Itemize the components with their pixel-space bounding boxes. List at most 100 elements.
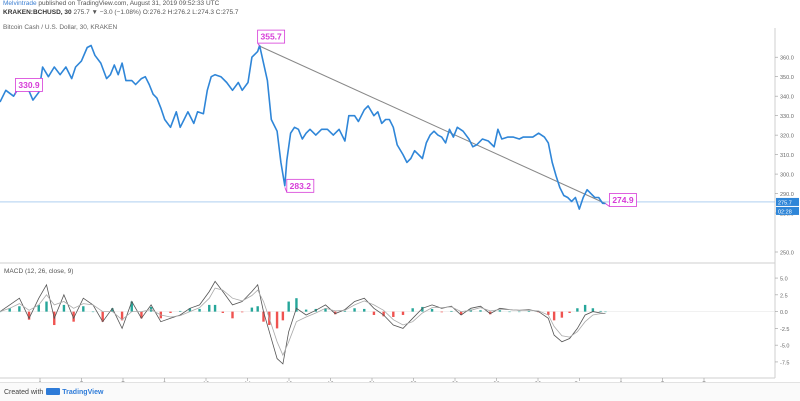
macd-histogram-bar: [353, 308, 356, 312]
macd-histogram-bar: [8, 308, 11, 312]
callout-pointer: [605, 203, 610, 207]
macd-histogram-bar: [498, 310, 502, 312]
macd-histogram-bar: [0, 311, 2, 313]
macd-tick-label: 5.0: [780, 277, 788, 283]
macd-histogram-bar: [479, 310, 482, 312]
macd-histogram-bar: [250, 307, 254, 312]
chart-title: Bitcoin Cash / U.S. Dollar, 30, KRAKEN: [3, 24, 118, 31]
macd-histogram-bar: [188, 308, 192, 312]
macd-histogram-bar: [140, 311, 143, 319]
last-price-badge: [776, 197, 799, 206]
macd-histogram-bar: [213, 304, 217, 312]
macd-histogram-bar: [450, 310, 453, 312]
macd-histogram-bar: [101, 311, 104, 322]
macd-histogram-bar: [18, 306, 21, 312]
created-with-text: Created with: [4, 389, 44, 396]
macd-histogram-bar: [552, 311, 556, 321]
callout-label: 330.9: [18, 80, 40, 90]
callout-box: [257, 29, 286, 44]
macd-histogram-bar: [111, 308, 114, 312]
macd-histogram-bar: [382, 311, 385, 317]
macd-histogram-bar: [262, 311, 265, 322]
brand-text: TradingView: [62, 389, 104, 396]
price-tick-label: 310.0: [780, 153, 794, 159]
price-tick-label: 320.0: [780, 134, 794, 140]
macd-histogram-bar: [459, 311, 463, 315]
tradingview-credit[interactable]: Created with TradingView: [4, 388, 103, 396]
ohlc-text: 275.7 ▼ −3.0 (−1.08%) O:276.2 H:276.2 L:…: [73, 9, 239, 16]
macd-tick-label: -5.0: [780, 344, 789, 350]
macd-histogram-bar: [372, 311, 376, 315]
macd-histogram-bar: [208, 304, 211, 312]
macd-histogram-bar: [527, 310, 531, 312]
macd-histogram-bar: [120, 311, 124, 321]
macd-histogram-bar: [488, 311, 492, 315]
callout-pointer: [257, 42, 260, 47]
author-link[interactable]: Melvintrade: [3, 0, 37, 7]
macd-histogram-bar: [392, 311, 395, 317]
macd-tick-label: 2.5: [780, 293, 788, 299]
tradingview-logo-icon: [46, 388, 61, 395]
macd-histogram-bar: [363, 308, 366, 312]
macd-histogram-bar: [37, 304, 40, 312]
macd-histogram-bar: [82, 306, 85, 312]
price-tick-label: 360.0: [780, 56, 794, 62]
published-text: published on TradingView.com, August 31,…: [38, 0, 220, 7]
macd-histogram-bar: [275, 311, 279, 329]
symbol-text: KRAKEN:BCHUSD, 30: [3, 9, 72, 16]
countdown-badge-text: 02:28: [778, 209, 792, 215]
macd-histogram-bar: [231, 311, 234, 319]
macd-histogram-bar: [421, 306, 424, 312]
macd-tick-label: 0.0: [780, 310, 788, 316]
macd-histogram-bar: [27, 311, 31, 320]
macd-tick-label: -2.5: [780, 327, 789, 333]
macd-histogram-bar: [198, 308, 201, 312]
macd-histogram-bar: [304, 309, 308, 312]
macd-histogram-bar: [256, 306, 259, 312]
macd-histogram-bar: [401, 311, 405, 315]
callout-label: 355.7: [260, 32, 282, 42]
macd-histogram-bar: [599, 310, 602, 312]
macd-histogram-bar: [440, 311, 443, 313]
macd-histogram-bar: [287, 301, 290, 312]
footer-bar: Created with TradingView: [0, 382, 800, 401]
callout-label: 274.9: [612, 195, 634, 205]
macd-histogram-bar: [576, 308, 579, 312]
last-price-badge-text: 275.7: [778, 200, 792, 206]
macd-histogram-bar: [72, 311, 75, 322]
price-tick-label: 330.0: [780, 114, 794, 120]
price-tick-label: 250.0: [780, 251, 794, 257]
macd-histogram-bar: [568, 311, 571, 313]
macd-line: [0, 280, 606, 365]
macd-histogram-bar: [430, 308, 434, 312]
countdown-badge: [776, 206, 799, 215]
symbol-line: KRAKEN:BCHUSD, 30 275.7 ▼ −3.0 (−1.08%) …: [3, 9, 239, 17]
macd-histogram-bar: [221, 311, 225, 313]
price-series: [0, 44, 606, 210]
callout-label: 283.2: [290, 181, 312, 191]
macd-histogram-bar: [178, 310, 182, 312]
macd-histogram-bar: [604, 311, 607, 313]
signal-line: [0, 287, 606, 357]
macd-histogram-bar: [324, 308, 327, 312]
callout-box: [609, 193, 637, 207]
macd-tick-label: -7.5: [780, 360, 789, 366]
macd-histogram-bar: [333, 311, 337, 315]
macd-histogram-bar: [518, 311, 521, 313]
macd-histogram-bar: [583, 304, 587, 312]
price-tick-label: 340.0: [780, 95, 794, 101]
macd-histogram-bar: [240, 311, 244, 313]
macd-histogram-bar: [130, 301, 133, 312]
macd-histogram-bar: [281, 311, 285, 321]
publish-info: Melvintrade published on TradingView.com…: [3, 0, 219, 8]
trendline: [259, 45, 606, 204]
macd-histogram-bar: [169, 311, 172, 313]
price-tick-label: 350.0: [780, 75, 794, 81]
macd-histogram-bar: [591, 308, 595, 312]
macd-histogram-bar: [295, 298, 298, 312]
macd-histogram-bar: [62, 304, 66, 312]
macd-histogram-bar: [45, 301, 48, 312]
macd-histogram-bar: [411, 308, 414, 312]
callout-box: [15, 78, 43, 92]
